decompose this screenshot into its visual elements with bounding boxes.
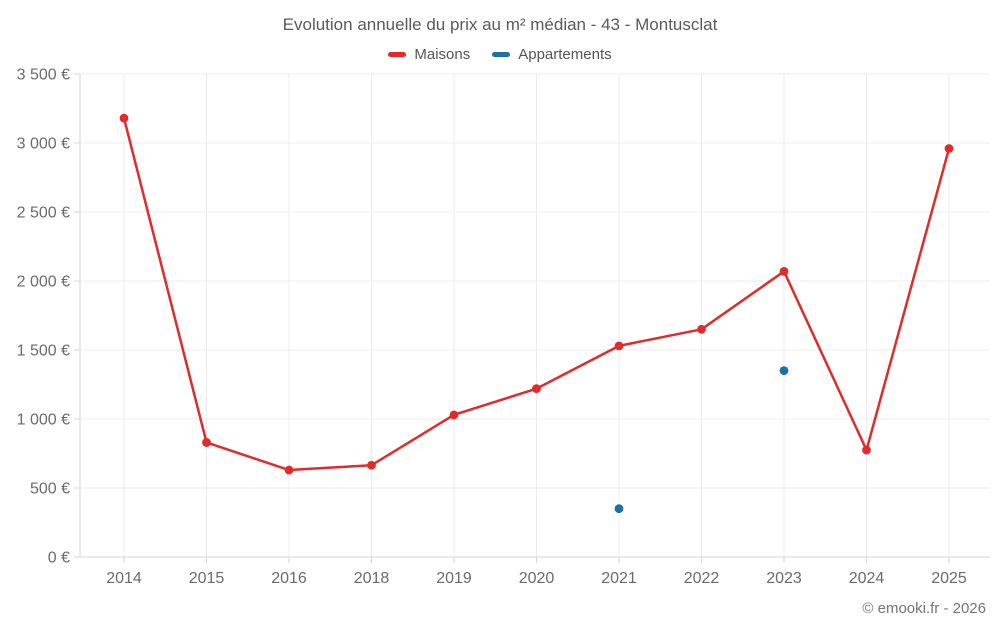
x-tick-label: 2020 — [519, 570, 555, 587]
legend-item-appartements[interactable]: Appartements — [492, 46, 612, 63]
appartements-point-2023[interactable] — [779, 366, 789, 376]
maisons-point-2015[interactable] — [202, 438, 211, 447]
chart-legend: Maisons Appartements — [0, 46, 1000, 63]
y-tick-label: 0 € — [48, 550, 70, 567]
x-tick-label: 2015 — [189, 570, 225, 587]
maisons-point-2019[interactable] — [449, 410, 459, 420]
x-tick-label: 2014 — [106, 570, 142, 587]
legend-marker-appartements — [492, 52, 511, 57]
y-tick-label: 3 000 € — [17, 136, 70, 153]
maisons-point-2020[interactable] — [532, 384, 541, 394]
maisons-point-2014[interactable] — [119, 113, 129, 123]
y-tick-label: 1 500 € — [17, 343, 70, 360]
x-tick-label: 2025 — [931, 570, 967, 587]
y-tick-label: 2 500 € — [17, 205, 70, 222]
legend-label-appartements: Appartements — [518, 46, 612, 63]
x-tick-label: 2021 — [601, 570, 637, 587]
y-tick-label: 500 € — [30, 481, 70, 498]
x-tick-label: 2023 — [766, 570, 802, 587]
x-tick-label: 2019 — [436, 570, 472, 587]
maisons-point-2021[interactable] — [614, 341, 624, 351]
legend-label-maisons: Maisons — [414, 46, 471, 63]
y-tick-label: 2 000 € — [17, 274, 70, 291]
maisons-point-2023[interactable] — [779, 266, 789, 276]
x-tick-label: 2018 — [354, 570, 390, 587]
maisons-point-2024[interactable] — [862, 445, 871, 455]
y-tick-label: 1 000 € — [17, 412, 70, 429]
chart-title: Evolution annuelle du prix au m² médian … — [282, 15, 718, 34]
maisons-point-2016[interactable] — [284, 465, 294, 475]
x-tick-label: 2024 — [849, 570, 885, 587]
legend-marker-maisons — [388, 52, 407, 57]
maisons-point-2018[interactable] — [367, 460, 376, 470]
x-tick-label: 2016 — [271, 570, 307, 587]
copyright-text: © emooki.fr - 2026 — [862, 600, 986, 617]
maisons-point-2025[interactable] — [944, 144, 954, 153]
y-tick-label: 3 500 € — [17, 67, 70, 84]
x-tick-label: 2022 — [684, 570, 720, 587]
maisons-point-2022[interactable] — [697, 324, 706, 334]
appartements-point-2021[interactable] — [614, 504, 624, 514]
legend-item-maisons[interactable]: Maisons — [388, 46, 470, 63]
